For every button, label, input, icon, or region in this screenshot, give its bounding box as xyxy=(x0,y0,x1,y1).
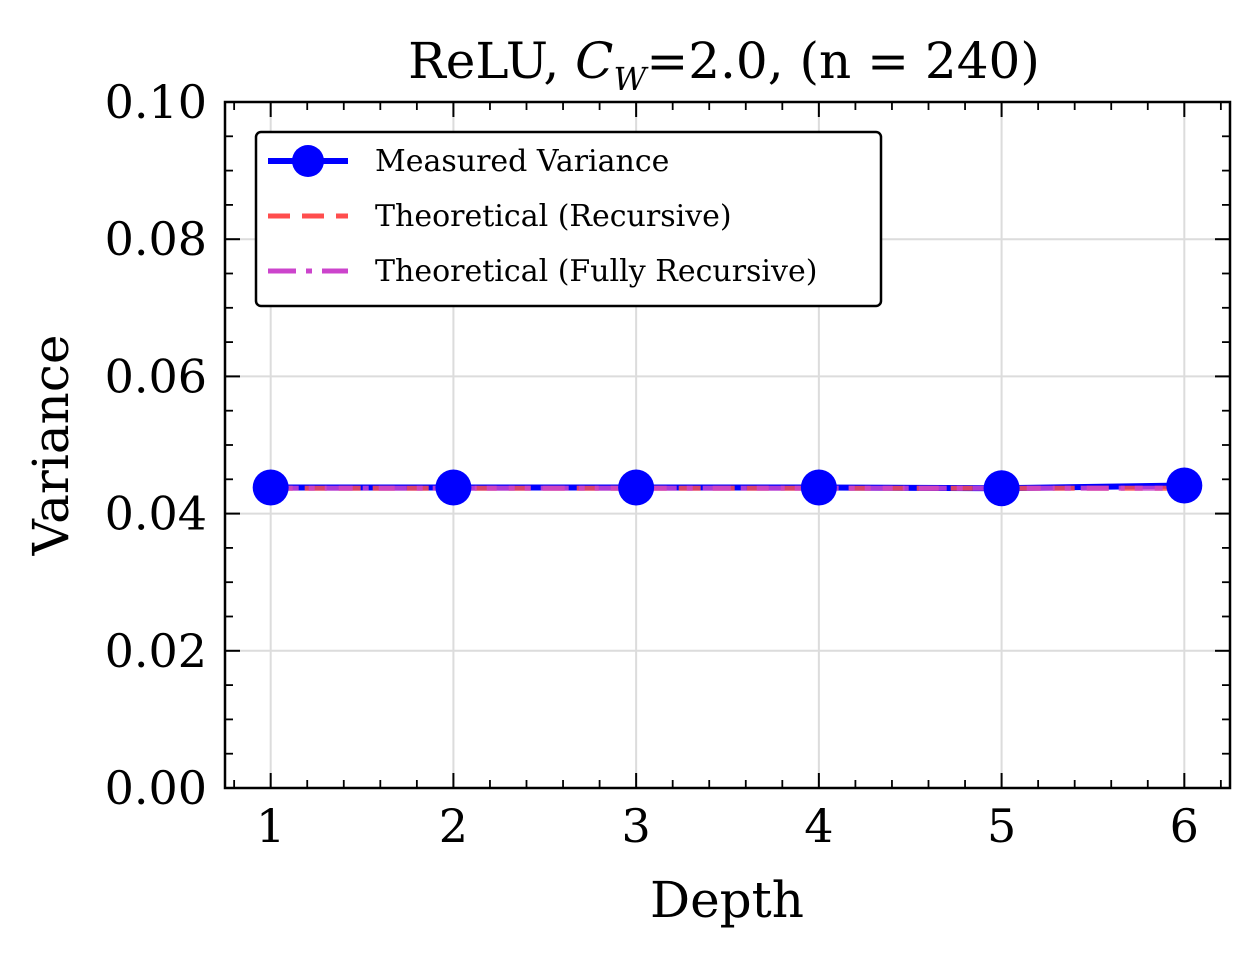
data-point xyxy=(252,469,289,506)
legend-entry: Theoretical (Fully Recursive) xyxy=(268,254,817,289)
x-axis-label: Depth xyxy=(650,871,804,929)
chart-title-prefix: ReLU, xyxy=(408,32,575,90)
y-tick-label: 0.08 xyxy=(105,212,207,266)
legend-label: Theoretical (Fully Recursive) xyxy=(375,254,817,289)
data-point xyxy=(1166,467,1203,504)
data-point xyxy=(983,470,1020,507)
plot-frame xyxy=(223,100,1232,790)
y-tick-label: 0.04 xyxy=(105,487,207,541)
legend-entry: Measured Variance xyxy=(268,144,669,179)
legend: Measured Variance Theoretical (Recursive)… xyxy=(254,130,883,308)
series-lines xyxy=(270,482,1185,492)
legend-box xyxy=(254,130,883,308)
legend-label: Measured Variance xyxy=(375,144,669,179)
x-tick-label: 1 xyxy=(256,799,285,853)
x-tick-label: 2 xyxy=(439,799,468,853)
chart-title: ReLU, CW=2.0, (n = 240) xyxy=(408,32,1040,98)
legend-entry: Theoretical (Recursive) xyxy=(268,199,732,234)
x-tick-label: 5 xyxy=(987,799,1016,853)
x-tick-label: 4 xyxy=(804,799,833,853)
chart-title-symbol: C xyxy=(575,32,613,90)
y-tick-label: 0.00 xyxy=(105,761,207,815)
y-axis-label: Variance xyxy=(22,335,80,557)
tick-labels: 1 2 3 4 5 6 0.00 0.02 0.04 0.06 0.08 0.10 xyxy=(105,75,1199,853)
y-tick-label: 0.02 xyxy=(105,624,207,678)
x-tick-label: 3 xyxy=(621,799,650,853)
legend-marker xyxy=(292,145,324,177)
y-tick-label: 0.06 xyxy=(105,349,207,403)
x-tick-label: 6 xyxy=(1170,799,1199,853)
data-point xyxy=(800,469,837,506)
chart-title-suffix: =2.0, (n = 240) xyxy=(646,32,1040,90)
data-point xyxy=(618,469,655,506)
legend-label: Theoretical (Recursive) xyxy=(375,199,732,234)
data-markers xyxy=(252,467,1203,507)
data-point xyxy=(435,469,472,506)
chart-title-subscript: W xyxy=(613,60,649,98)
y-tick-label: 0.10 xyxy=(105,75,207,129)
